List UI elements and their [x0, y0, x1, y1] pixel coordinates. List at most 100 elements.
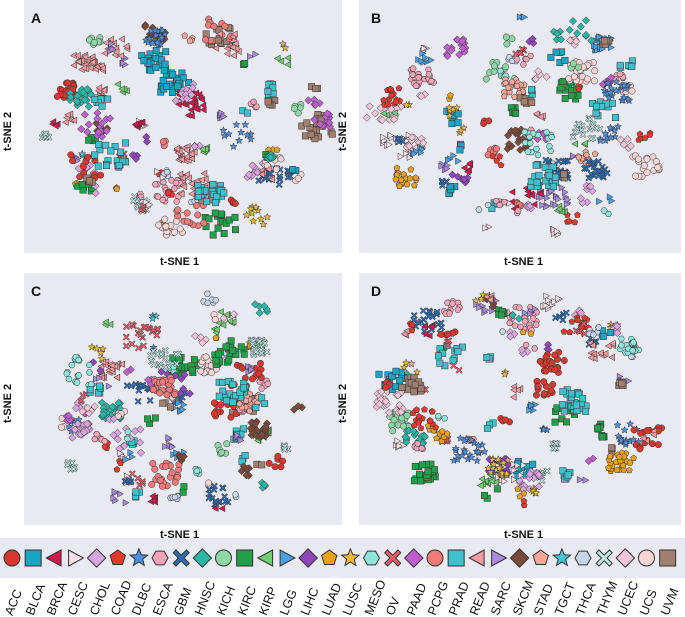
- point-prad: [483, 424, 491, 432]
- point-chol: [73, 419, 82, 428]
- point-acc: [549, 381, 557, 388]
- point-acc: [265, 459, 273, 467]
- point-ucec: [623, 135, 632, 144]
- point-acc: [540, 378, 548, 386]
- point-hnsc: [420, 432, 429, 441]
- point-kirp: [222, 311, 230, 319]
- point-prad: [564, 471, 572, 479]
- point-kirc: [557, 84, 565, 92]
- point-lusc: [499, 458, 508, 467]
- point-meso: [618, 342, 625, 349]
- point-lusc: [251, 202, 261, 211]
- point-coad: [388, 91, 395, 99]
- point-prad: [551, 173, 559, 181]
- point-lusc: [92, 344, 101, 352]
- point-meso: [441, 415, 449, 422]
- point-pcpg: [493, 145, 500, 153]
- point-kirp: [229, 318, 237, 326]
- point-lusc: [278, 39, 288, 48]
- point-ov: [455, 366, 463, 374]
- point-gbm: [555, 313, 563, 321]
- point-stad: [583, 151, 590, 158]
- point-read: [536, 113, 544, 121]
- point-ov: [79, 391, 87, 399]
- point-dlbc: [620, 425, 629, 434]
- point-kirp: [379, 109, 387, 118]
- point-brca: [190, 94, 198, 103]
- point-ov: [149, 326, 157, 334]
- point-ucs: [176, 225, 184, 233]
- point-esca: [172, 179, 180, 186]
- point-uvm: [417, 385, 425, 392]
- point-blca: [396, 377, 404, 384]
- point-luad: [407, 165, 415, 173]
- point-prad: [592, 109, 600, 117]
- point-kirc: [497, 311, 505, 319]
- point-paad: [325, 122, 334, 131]
- point-prad: [535, 171, 543, 179]
- point-sarc: [555, 195, 562, 203]
- point-dlbc: [606, 123, 615, 132]
- point-ucs: [277, 155, 285, 163]
- point-skcm: [179, 452, 188, 461]
- point-acc: [480, 120, 488, 127]
- point-meso: [617, 335, 625, 342]
- point-lusc: [503, 455, 512, 464]
- point-prad: [220, 189, 228, 197]
- legend-marker-thym: [595, 549, 613, 567]
- point-thca: [204, 299, 212, 306]
- point-cesc: [514, 461, 522, 470]
- point-ucec: [78, 407, 87, 416]
- point-gbm: [146, 396, 154, 405]
- point-hnsc: [409, 426, 418, 435]
- point-sarc: [237, 436, 245, 445]
- panel-label-d: D: [371, 283, 382, 299]
- point-hnsc: [508, 311, 517, 320]
- point-gbm: [210, 486, 218, 494]
- point-acc: [551, 366, 559, 374]
- point-chol: [79, 428, 88, 437]
- point-gbm: [125, 476, 133, 484]
- point-lihc: [177, 374, 186, 383]
- point-dlbc: [460, 447, 470, 456]
- point-lusc: [477, 294, 486, 303]
- point-chol: [136, 448, 146, 457]
- point-ucec: [198, 338, 207, 347]
- point-coad: [581, 314, 588, 321]
- point-paad: [607, 73, 616, 82]
- point-ucs: [202, 353, 210, 361]
- point-lusc: [486, 467, 495, 476]
- point-cesc: [402, 149, 410, 158]
- point-blca: [161, 60, 169, 68]
- point-prad: [528, 86, 535, 94]
- point-brca: [132, 120, 140, 128]
- point-prad: [252, 404, 260, 412]
- point-stad: [513, 82, 521, 89]
- point-gbm: [220, 493, 229, 501]
- point-ucs: [632, 172, 639, 180]
- scatter-panel-c: [58, 290, 306, 513]
- point-prad: [575, 390, 583, 398]
- point-prad: [592, 102, 600, 110]
- point-read: [215, 30, 223, 38]
- point-kirc: [211, 209, 219, 217]
- point-ucec: [365, 102, 374, 111]
- point-hnsc: [251, 300, 260, 309]
- point-esca: [173, 198, 181, 205]
- point-gbm: [275, 181, 283, 189]
- point-sarc: [482, 306, 490, 314]
- point-kirc: [180, 483, 188, 491]
- point-lusc: [445, 103, 454, 112]
- point-dlbc: [145, 34, 154, 43]
- point-lgg: [129, 453, 136, 461]
- point-esca: [522, 56, 530, 63]
- point-prad: [558, 401, 566, 409]
- point-lgg: [608, 197, 616, 205]
- legend-marker-chol: [86, 548, 107, 568]
- point-sarc: [247, 52, 254, 61]
- point-lusc: [249, 216, 258, 225]
- panel-label-a: A: [31, 10, 42, 26]
- point-prad: [241, 452, 249, 459]
- point-ucs: [565, 75, 573, 83]
- point-brca: [211, 504, 219, 512]
